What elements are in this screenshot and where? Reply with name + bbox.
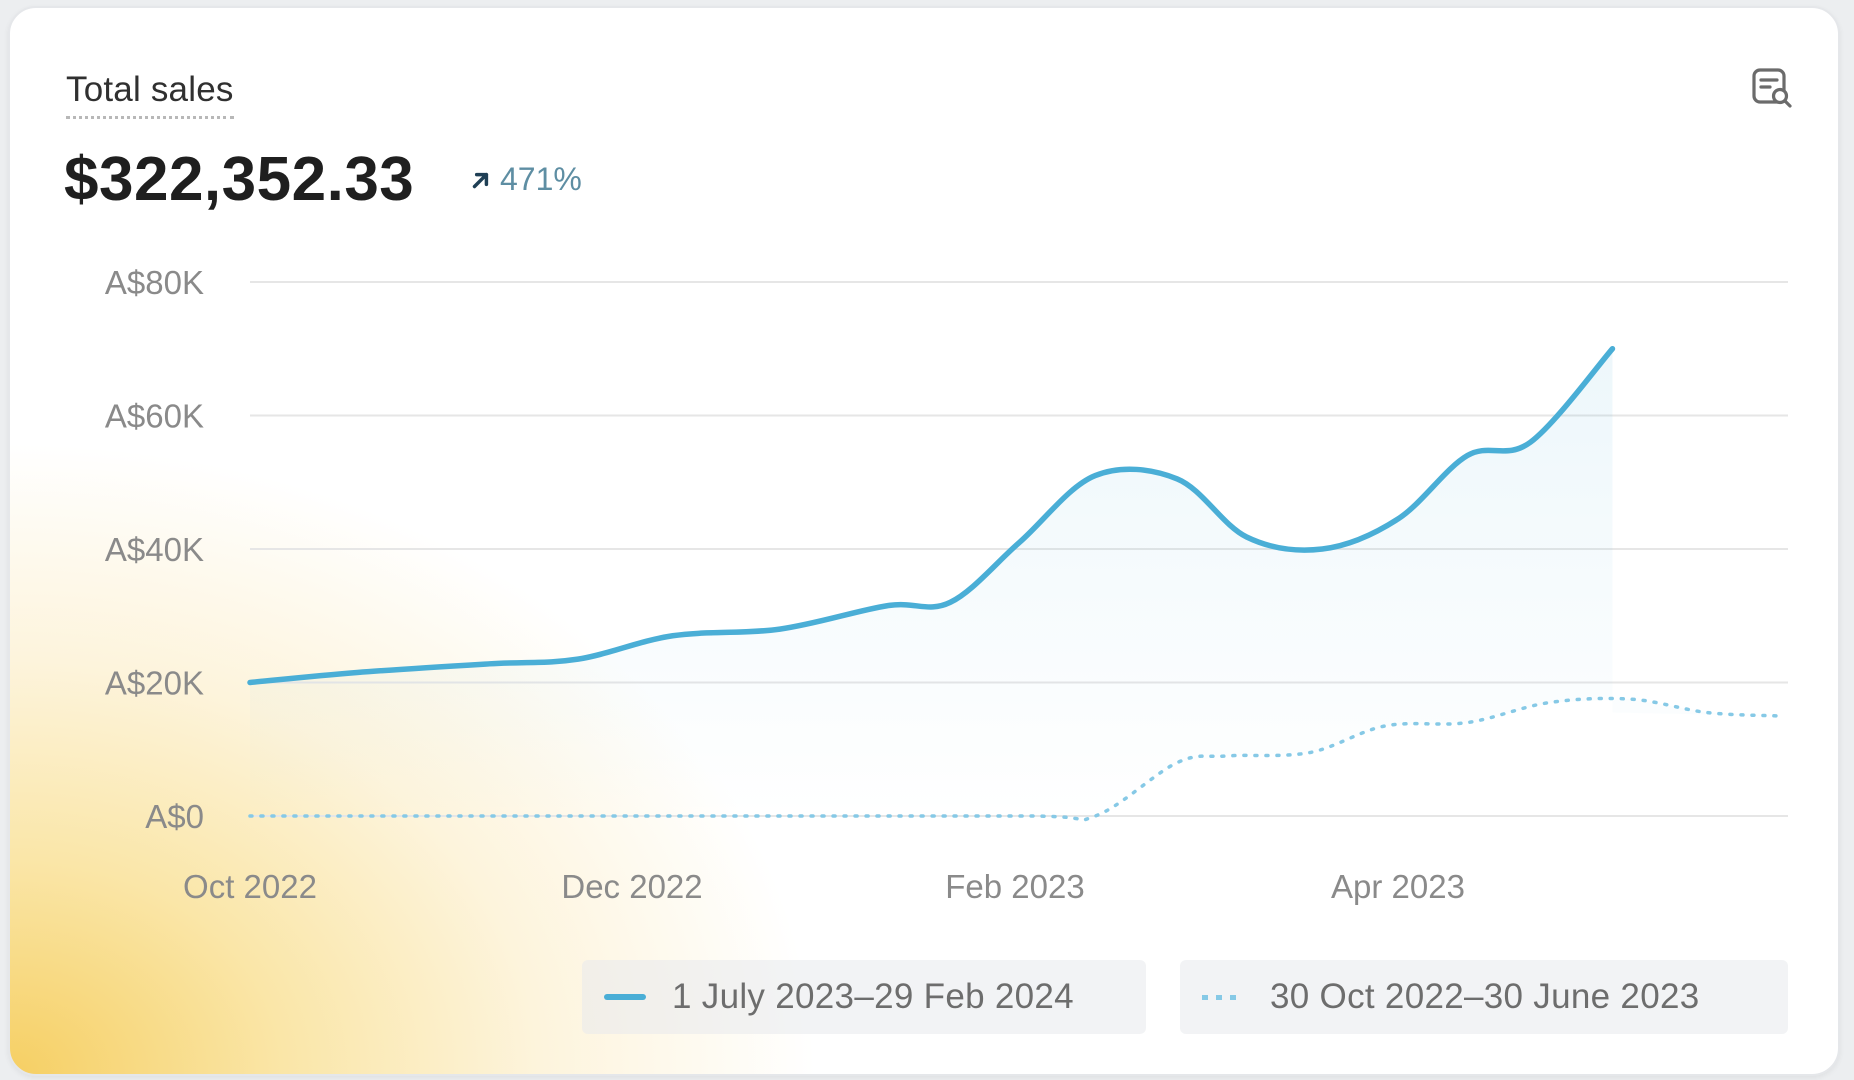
y-tick-label: A$0 [145, 798, 204, 835]
x-tick-label: Dec 2022 [561, 868, 702, 905]
series-area-fill [250, 348, 1777, 816]
card-title[interactable]: Total sales [66, 70, 234, 119]
legend-item-current[interactable]: 1 July 2023–29 Feb 2024 [582, 960, 1146, 1034]
series-line-current[interactable] [247, 346, 1616, 686]
change-percent: 471% [500, 161, 582, 197]
total-sales-card: Total sales $322,352.33 471% A$0 A$20K A$4… [8, 6, 1840, 1076]
total-sales-value: $322,352.33 [64, 145, 415, 214]
legend-item-previous[interactable]: 30 Oct 2022–30 June 2023 [1180, 960, 1788, 1034]
y-tick-label: A$20K [105, 665, 204, 702]
change-indicator: 471% [468, 161, 582, 198]
arrow-up-right-icon [472, 172, 489, 188]
y-tick-label: A$80K [105, 264, 204, 301]
x-tick-label: Oct 2022 [183, 868, 317, 905]
x-tick-label: Feb 2023 [945, 868, 1084, 905]
legend-label: 30 Oct 2022–30 June 2023 [1270, 977, 1700, 1016]
y-tick-label: A$60K [105, 398, 204, 435]
legend-dotted-swatch [1202, 994, 1244, 1000]
series-line-previous[interactable] [248, 696, 1779, 822]
legend-solid-swatch [604, 994, 646, 1000]
sales-line-chart: A$0 A$20K A$40K A$60K A$80K Oct 2022 Dec 2022 F… [105, 264, 1788, 905]
y-tick-label: A$40K [105, 531, 204, 568]
legend-label: 1 July 2023–29 Feb 2024 [672, 977, 1074, 1016]
x-tick-label: Apr 2023 [1331, 868, 1465, 905]
chart-explore-icon[interactable] [1750, 66, 1794, 110]
